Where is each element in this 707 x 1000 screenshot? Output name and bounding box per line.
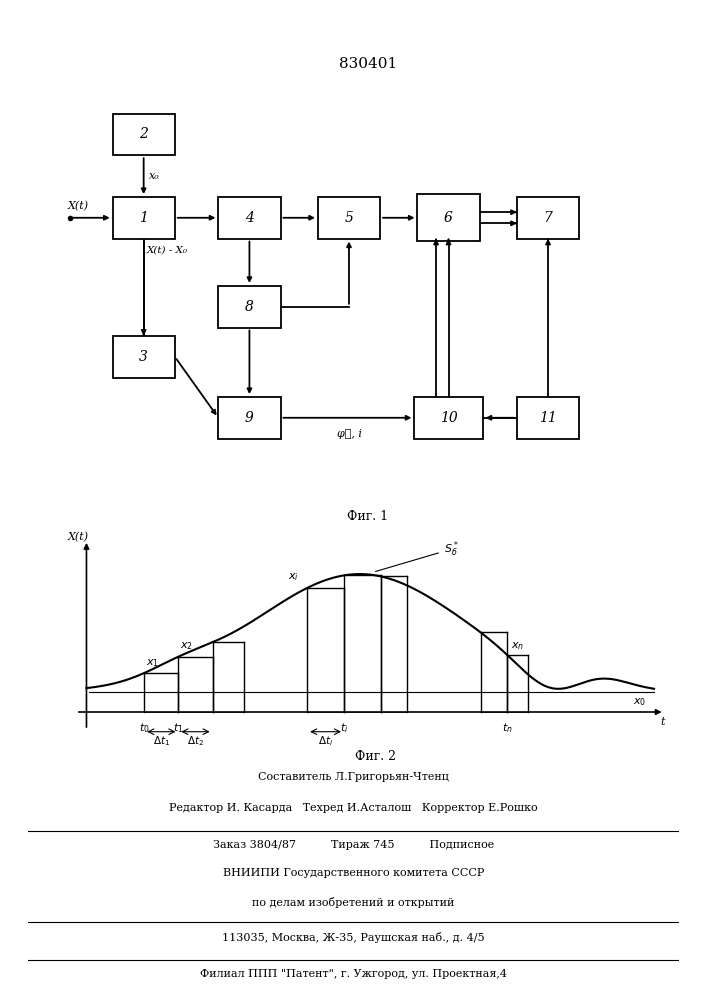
Text: $\Delta t_i$: $\Delta t_i$ — [318, 734, 333, 748]
Text: $x_i$: $x_i$ — [288, 571, 299, 583]
Text: Фиг. 1: Фиг. 1 — [347, 510, 388, 523]
Text: 8: 8 — [245, 300, 254, 314]
Text: X(t) - X₀: X(t) - X₀ — [147, 245, 188, 254]
Bar — [517, 197, 579, 239]
Text: $S^*_б$: $S^*_б$ — [375, 539, 459, 571]
Bar — [417, 194, 479, 241]
Bar — [112, 114, 175, 155]
Text: $\Delta t_1$: $\Delta t_1$ — [153, 734, 170, 748]
Text: ВНИИПИ Государственного комитета СССР: ВНИИПИ Государственного комитета СССР — [223, 868, 484, 878]
Text: $t_i$: $t_i$ — [340, 721, 349, 735]
Bar — [414, 397, 483, 439]
Text: 6: 6 — [444, 211, 453, 225]
Bar — [218, 397, 281, 439]
Text: x₀: x₀ — [148, 171, 159, 181]
Bar — [112, 336, 175, 377]
Text: φႃ, i: φႃ, i — [337, 429, 361, 439]
Text: 113035, Москва, Ж-35, Раушская наб., д. 4/5: 113035, Москва, Ж-35, Раушская наб., д. … — [222, 932, 485, 943]
Text: 2: 2 — [139, 127, 148, 141]
Text: Составитель Л.Григорьян-Чтенц: Составитель Л.Григорьян-Чтенц — [258, 772, 449, 782]
Text: $t_0$: $t_0$ — [139, 721, 150, 735]
Bar — [318, 197, 380, 239]
Text: Филиал ППП "Патент", г. Ужгород, ул. Проектная,4: Филиал ППП "Патент", г. Ужгород, ул. Про… — [200, 969, 507, 979]
Text: 10: 10 — [440, 411, 457, 425]
Text: X(t): X(t) — [68, 201, 89, 211]
Bar — [112, 197, 175, 239]
Bar — [517, 397, 579, 439]
Text: $x_0$: $x_0$ — [633, 696, 646, 708]
Text: Редактор И. Касарда   Техред И.Асталош   Корректор Е.Рошко: Редактор И. Касарда Техред И.Асталош Кор… — [169, 803, 538, 813]
Bar — [218, 286, 281, 328]
Text: $x_1$: $x_1$ — [146, 657, 159, 669]
Text: $t_1$: $t_1$ — [173, 721, 184, 735]
Text: 5: 5 — [344, 211, 354, 225]
Text: 7: 7 — [544, 211, 552, 225]
Text: 3: 3 — [139, 350, 148, 364]
Text: 4: 4 — [245, 211, 254, 225]
Text: X(t): X(t) — [68, 531, 89, 542]
Text: Заказ 3804/87          Тираж 745          Подписное: Заказ 3804/87 Тираж 745 Подписное — [213, 840, 494, 850]
Text: 11: 11 — [539, 411, 557, 425]
Text: $\Delta t_2$: $\Delta t_2$ — [187, 734, 204, 748]
Text: $x_2$: $x_2$ — [180, 641, 193, 652]
Text: 830401: 830401 — [339, 57, 397, 71]
Bar — [218, 197, 281, 239]
Text: 1: 1 — [139, 211, 148, 225]
Text: $x_n$: $x_n$ — [511, 640, 525, 652]
Text: Фиг. 2: Фиг. 2 — [355, 750, 396, 763]
Text: $t_n$: $t_n$ — [501, 721, 513, 735]
Text: 9: 9 — [245, 411, 254, 425]
Text: по делам изобретений и открытий: по делам изобретений и открытий — [252, 897, 455, 908]
Text: t: t — [660, 717, 665, 727]
